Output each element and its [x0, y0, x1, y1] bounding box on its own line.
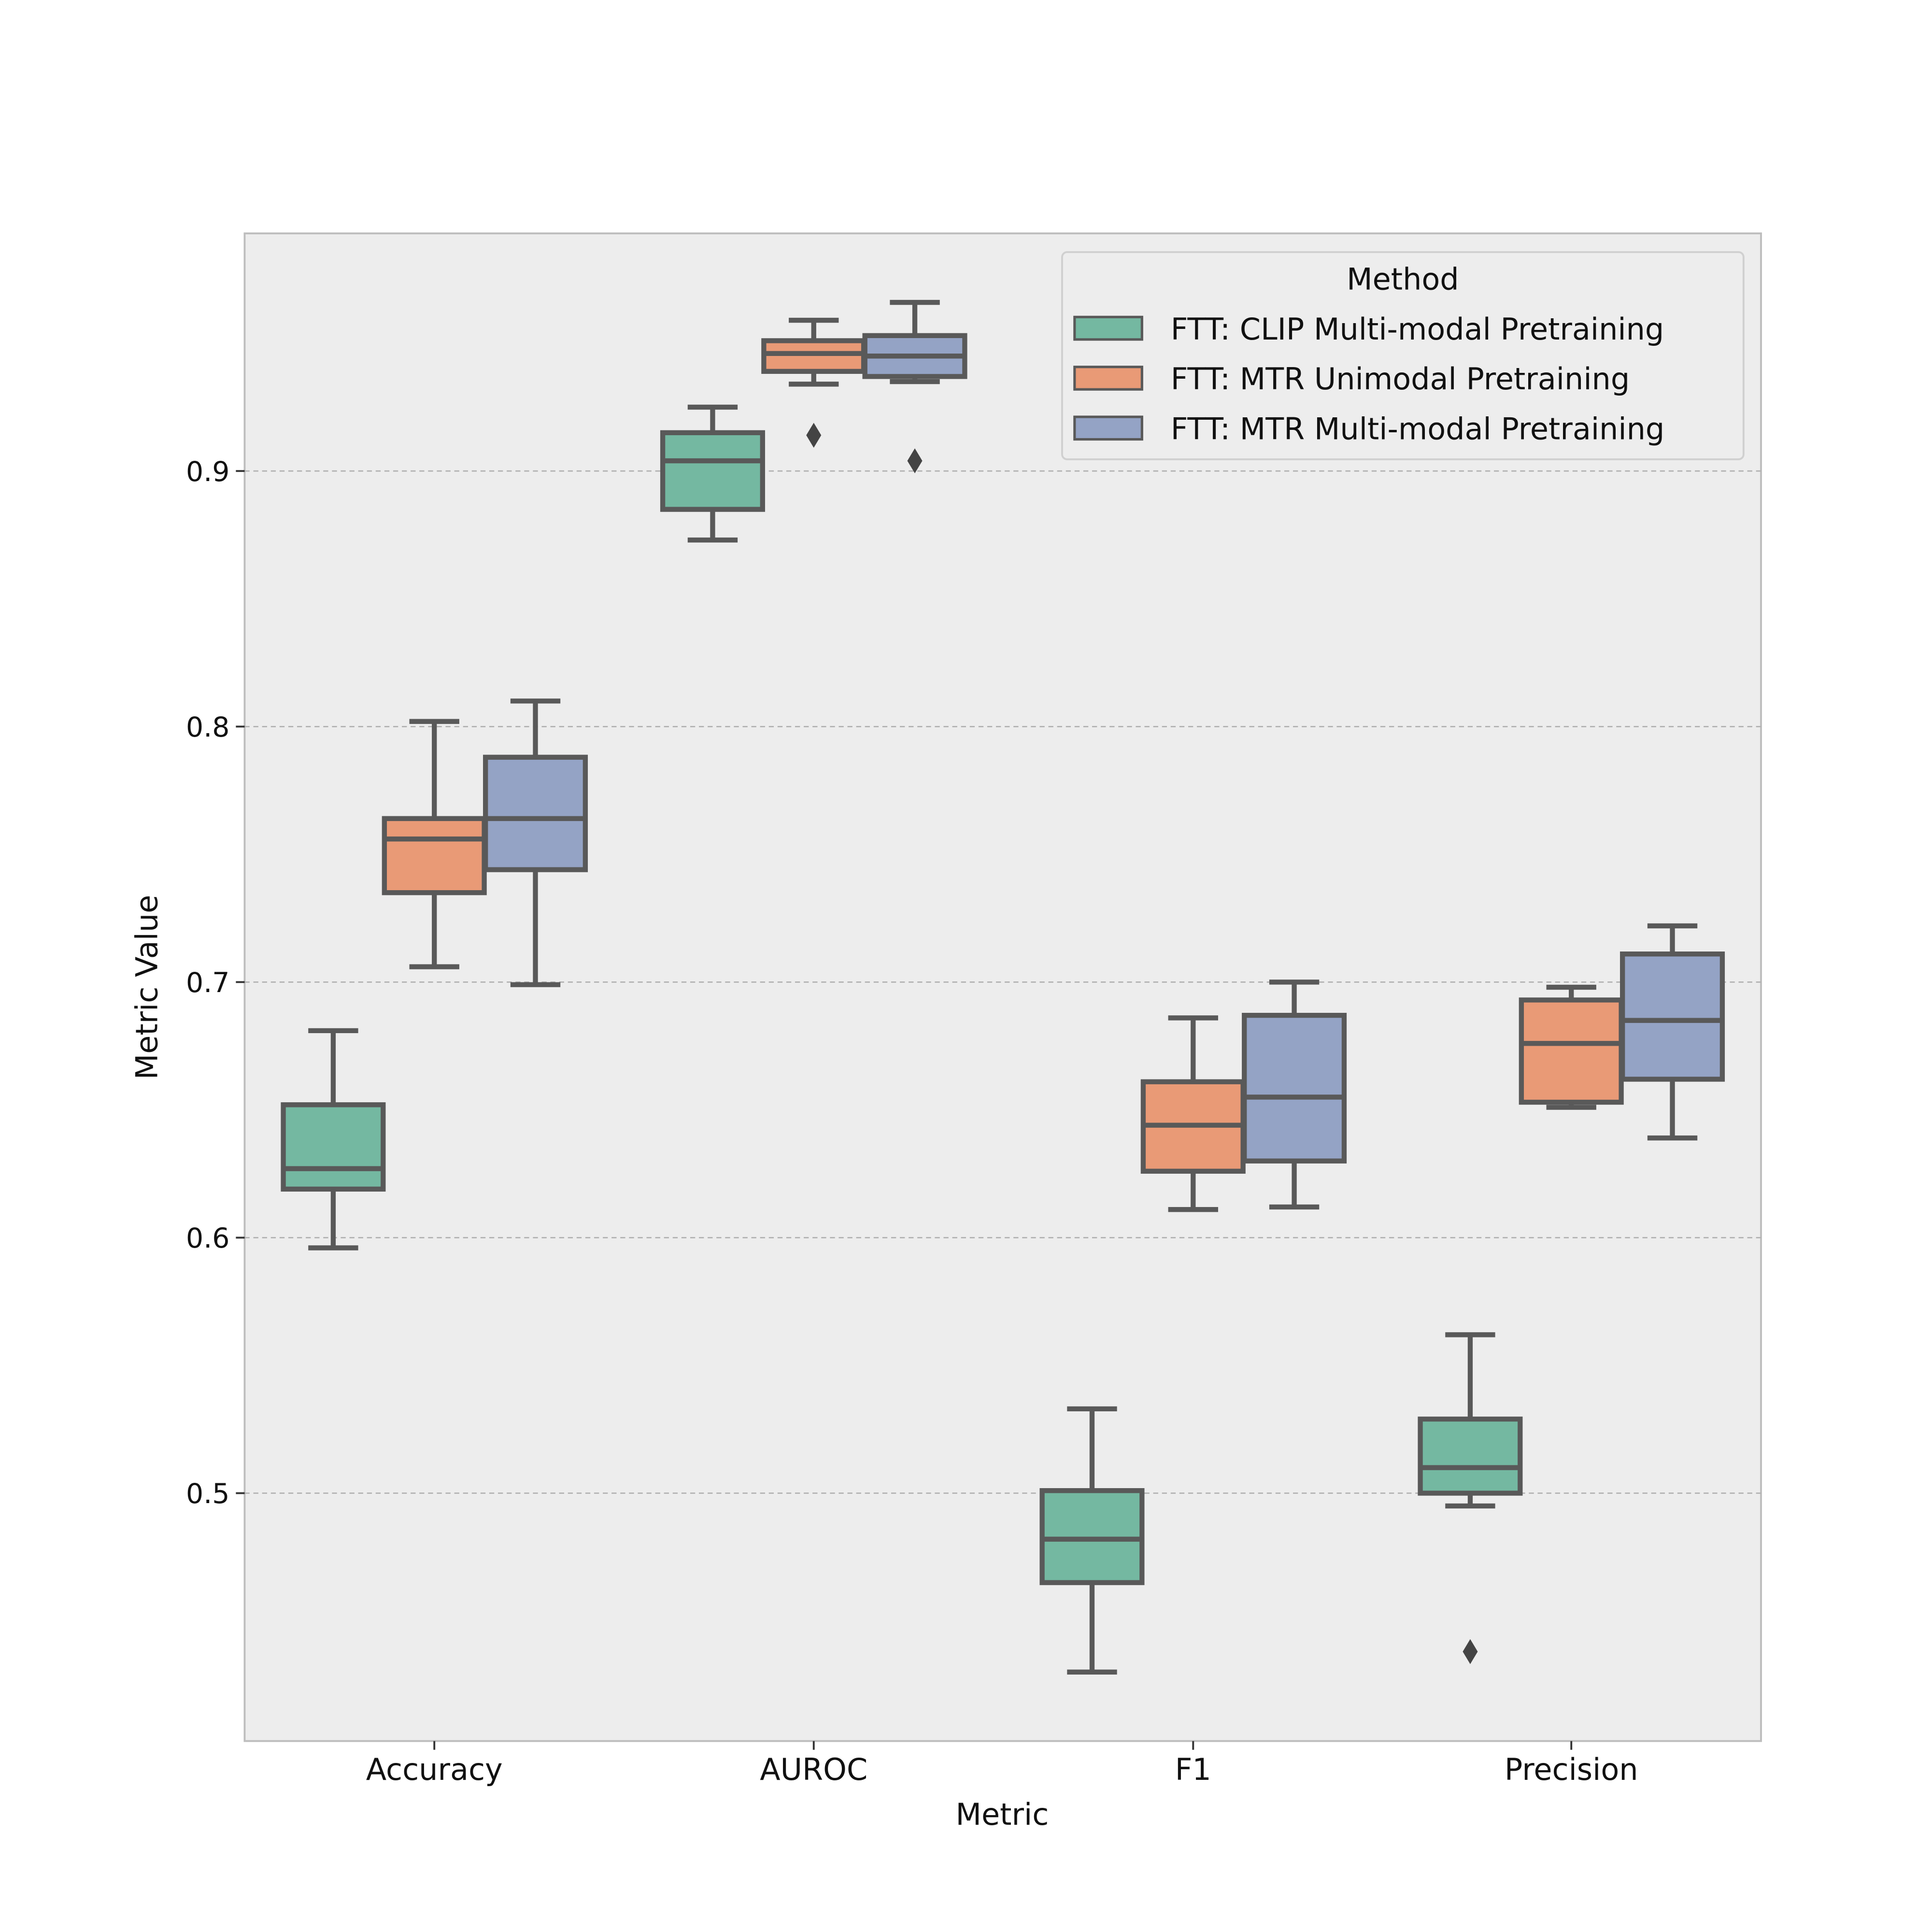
x-tick-label: Precision [1505, 1752, 1638, 1787]
legend-frame [1061, 251, 1745, 460]
x-tick-label: Accuracy [366, 1752, 503, 1787]
legend-title: Method [1347, 261, 1459, 297]
box-auroc-2 [862, 299, 967, 473]
legend-swatch [1073, 366, 1143, 391]
legend-entry: FTT: CLIP Multi-modal Pretraining [1171, 312, 1664, 347]
box-accuracy-2 [483, 698, 588, 987]
outlier-point [907, 448, 923, 473]
legend-entry: FTT: MTR Multi-modal Pretraining [1171, 412, 1664, 447]
box-auroc-0 [660, 404, 765, 543]
box-precision-0 [1418, 1332, 1523, 1664]
box-iqr [281, 1102, 386, 1192]
box-precision-1 [1519, 984, 1624, 1110]
y-tick-label: 0.7 [186, 967, 229, 999]
box-accuracy-0 [281, 1028, 386, 1250]
y-tick-label: 0.6 [186, 1222, 229, 1254]
box-iqr [1620, 951, 1725, 1082]
outlier-point [1463, 1639, 1478, 1664]
box-iqr [1039, 1488, 1145, 1585]
x-tick-label: F1 [1175, 1752, 1211, 1787]
box-iqr [660, 430, 765, 512]
box-f1-2 [1242, 980, 1347, 1210]
legend-swatch [1073, 415, 1143, 441]
box-accuracy-1 [382, 719, 487, 969]
x-axis-label: Metric [956, 1797, 1049, 1832]
box-iqr [761, 338, 867, 374]
legend-swatch [1073, 315, 1143, 341]
box-iqr [1418, 1416, 1523, 1496]
legend-entry: FTT: MTR Unimodal Pretraining [1171, 361, 1630, 397]
outlier-point [806, 423, 822, 448]
legend: Method FTT: CLIP Multi-modal Pretraining… [1061, 251, 1745, 460]
box-iqr [1242, 1012, 1347, 1164]
y-axis-label: Metric Value [129, 895, 165, 1080]
y-tick-label: 0.9 [186, 456, 229, 488]
y-tick-label: 0.8 [186, 711, 229, 743]
box-iqr [1519, 997, 1624, 1105]
y-tick-label: 0.5 [186, 1478, 229, 1510]
x-tick-label: AUROC [760, 1752, 867, 1787]
box-f1-0 [1039, 1406, 1145, 1675]
box-precision-2 [1620, 923, 1725, 1141]
box-iqr [483, 754, 588, 872]
box-iqr [382, 816, 487, 895]
